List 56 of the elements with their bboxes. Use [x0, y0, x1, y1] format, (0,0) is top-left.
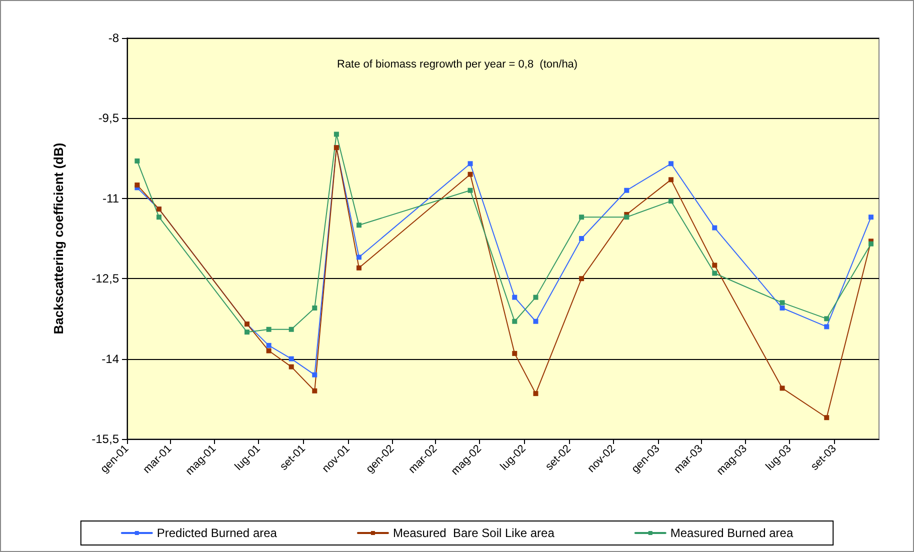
- legend-label: Measured Bare Soil Like area: [392, 526, 555, 540]
- point: [356, 265, 362, 270]
- point: [468, 188, 473, 193]
- point: [512, 350, 518, 356]
- point: [712, 262, 718, 268]
- y-tick-label: -9,5: [98, 111, 120, 126]
- point: [356, 222, 362, 228]
- point: [312, 306, 318, 311]
- point: [312, 372, 318, 378]
- point: [824, 415, 830, 420]
- point: [468, 172, 473, 177]
- point: [356, 254, 362, 260]
- point: [288, 364, 294, 370]
- point: [512, 318, 518, 324]
- point: [824, 324, 830, 330]
- point: [533, 318, 538, 324]
- point: [668, 198, 674, 204]
- point: [780, 300, 785, 306]
- point: [579, 236, 584, 241]
- point: [712, 225, 718, 230]
- y-tick-label: -15,5: [92, 432, 120, 446]
- point: [868, 214, 874, 220]
- point: [512, 294, 518, 300]
- point: [134, 158, 140, 164]
- point: [134, 182, 140, 188]
- y-tick-label: -14: [102, 352, 120, 366]
- point: [780, 386, 785, 391]
- point: [288, 326, 294, 332]
- point: [579, 276, 584, 282]
- legend-label: Predicted Burned area: [156, 526, 278, 540]
- point: [533, 391, 538, 396]
- y-tick-label: -12,5: [92, 272, 120, 286]
- y-axis-title: Backscattering coefficient (dB): [51, 142, 66, 334]
- point: [468, 161, 473, 166]
- point: [533, 294, 538, 300]
- point: [266, 348, 272, 354]
- point: [668, 161, 674, 166]
- point: [624, 214, 630, 220]
- point: [334, 132, 339, 137]
- point: [668, 177, 674, 182]
- point: [312, 388, 318, 394]
- legend-label: Measured Burned area: [670, 526, 794, 540]
- y-tick-label: -11: [102, 191, 120, 206]
- y-tick-label: -8: [108, 31, 120, 45]
- point: [824, 316, 830, 322]
- point: [712, 270, 718, 276]
- point: [780, 306, 785, 311]
- point: [579, 214, 584, 220]
- point: [266, 342, 272, 348]
- point: [266, 326, 272, 332]
- point: [288, 356, 294, 362]
- point: [244, 330, 250, 335]
- point: [624, 188, 630, 193]
- point: [156, 214, 162, 220]
- point: [868, 241, 874, 246]
- annotation: Rate of biomass regrowth per year = 0,8 (ton/ha): [337, 58, 578, 70]
